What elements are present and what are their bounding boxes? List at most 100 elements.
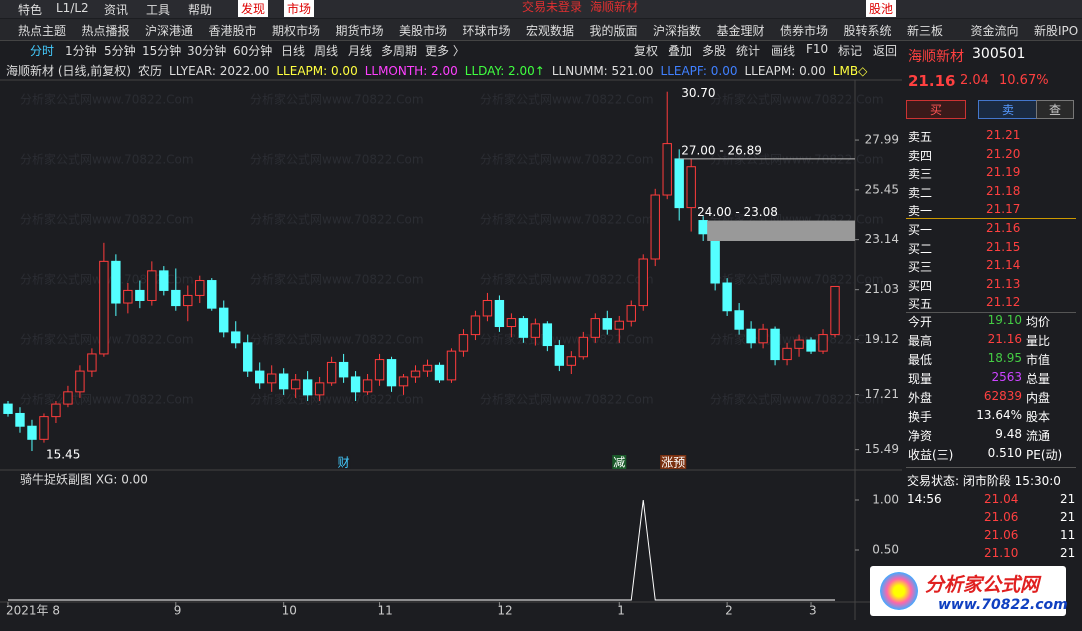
candle-body — [770, 328, 780, 361]
order-price: 21.18 — [986, 183, 1021, 198]
stat-label: 量比 — [1026, 334, 1051, 348]
stat-value: 13.64% — [976, 408, 1022, 422]
event-marker: 减 — [613, 456, 625, 470]
nav-tab[interactable]: 沪深港通 — [145, 24, 194, 38]
order-label: 卖一 — [908, 204, 933, 219]
tool-button[interactable]: 返回 — [873, 44, 898, 58]
menu-item[interactable]: 海顺新材 — [590, 0, 639, 14]
period-tab[interactable]: 更多 〉 — [425, 44, 465, 58]
nav-tab[interactable]: 基金理财 — [716, 24, 765, 38]
y-tick-label: 23.14 — [865, 232, 899, 246]
indicator-item: LMB◇ — [832, 63, 868, 78]
y-tick-label: 21.03 — [865, 282, 899, 296]
candle-body — [63, 391, 73, 405]
menu-item[interactable]: 资讯 — [104, 3, 129, 17]
menu-item[interactable]: 发现 — [238, 0, 269, 17]
logo-url: www.70822.com — [938, 597, 1068, 613]
tool-button[interactable]: 标记 — [838, 44, 863, 58]
tool-button[interactable]: 统计 — [736, 44, 761, 58]
nav-tab[interactable]: 环球市场 — [462, 24, 511, 38]
stat-label: 市值 — [1026, 353, 1051, 367]
menu-item[interactable]: 工具 — [146, 3, 171, 17]
period-tab[interactable]: 多周期 — [381, 44, 418, 58]
stat-label: 股本 — [1026, 410, 1051, 424]
tick-volume: 21 — [1060, 546, 1076, 560]
nav-tab[interactable]: 期货市场 — [335, 24, 384, 38]
watermark: 分析家公式网www.70822.Com — [480, 392, 654, 407]
candle-body — [314, 382, 325, 396]
stat-value: 18.95 — [987, 351, 1022, 365]
menu-item[interactable]: 股池 — [866, 0, 897, 17]
y-tick-label: 0.50 — [872, 543, 899, 557]
candle-body — [650, 194, 660, 260]
menu-item[interactable]: 特色 — [18, 3, 43, 17]
candle-body — [686, 166, 696, 209]
candle-body — [602, 318, 612, 330]
candle-body — [818, 334, 828, 352]
tool-button[interactable]: F10 — [806, 42, 829, 56]
candle-body — [530, 323, 541, 338]
indicator-item: LLYEAR: 2022.00 — [169, 63, 270, 78]
nav-tab[interactable]: 美股市场 — [399, 24, 448, 38]
candle-body — [147, 270, 157, 301]
candle-body — [159, 270, 169, 291]
menu-item[interactable]: L1/L2 — [56, 1, 89, 15]
order-price: 21.17 — [986, 202, 1021, 217]
period-tab[interactable]: 60分钟 — [233, 44, 273, 58]
tool-button[interactable]: 叠加 — [668, 44, 693, 58]
candle-body — [302, 379, 313, 396]
tool-button[interactable]: 复权 — [634, 44, 659, 58]
candle-body — [290, 379, 301, 390]
indicator-item: LLMONTH: 2.00 — [364, 63, 458, 78]
candle-body — [410, 370, 421, 378]
trade-button[interactable]: 买 — [906, 100, 966, 119]
nav-tab[interactable]: 我的版面 — [589, 24, 638, 38]
period-tab[interactable]: 1分钟 — [65, 44, 97, 58]
stat-label: 均价 — [1026, 315, 1051, 329]
period-tab[interactable]: 15分钟 — [142, 44, 182, 58]
nav-tab[interactable]: 资金流向 — [970, 24, 1019, 38]
trade-button[interactable]: 卖 — [978, 100, 1038, 119]
tool-button[interactable]: 画线 — [771, 44, 796, 58]
watermark: 分析家公式网www.70822.Com — [710, 272, 884, 287]
nav-tab[interactable]: 热点播报 — [81, 24, 130, 38]
nav-tab[interactable]: 新股IPO — [1034, 24, 1079, 38]
candle-body — [722, 282, 732, 312]
period-tab[interactable]: 30分钟 — [187, 44, 227, 58]
menu-item[interactable]: 交易未登录 — [522, 0, 583, 14]
watermark: 分析家公式网www.70822.Com — [480, 212, 654, 227]
candle-body — [614, 320, 624, 330]
nav-tab[interactable]: 香港股市 — [208, 24, 257, 38]
nav-tab[interactable]: 债券市场 — [780, 24, 829, 38]
candle-body — [578, 336, 589, 358]
tool-button[interactable]: 多股 — [702, 44, 727, 58]
period-tab[interactable]: 月线 — [348, 44, 373, 58]
logo-flower — [880, 572, 918, 610]
nav-tab[interactable]: 股转系统 — [843, 24, 892, 38]
period-tab[interactable]: 分时 — [30, 44, 55, 58]
nav-tab[interactable]: 热点主题 — [18, 24, 67, 38]
candle-body — [374, 359, 385, 381]
nav-tab[interactable]: 期权市场 — [272, 24, 321, 38]
watermark: 分析家公式网www.70822.Com — [20, 152, 194, 167]
nav-tab[interactable]: 新三板 — [907, 24, 944, 38]
candle-body — [207, 280, 217, 309]
menu-item[interactable]: 市场 — [284, 0, 315, 17]
period-tab[interactable]: 周线 — [314, 44, 339, 58]
stat-value: 2563 — [991, 370, 1022, 384]
candle-body — [51, 403, 61, 418]
tick-volume: 21 — [1060, 492, 1076, 506]
nav-tab[interactable]: 沪深指数 — [653, 24, 702, 38]
stat-value: 21.16 — [987, 332, 1022, 346]
tick-price: 21.06 — [984, 510, 1019, 524]
period-tab[interactable]: 日线 — [281, 44, 306, 58]
watermark: 分析家公式网www.70822.Com — [480, 92, 654, 107]
high-label: 30.70 — [681, 86, 715, 100]
trade-button[interactable]: 查 — [1036, 100, 1074, 119]
event-badge — [660, 455, 687, 469]
period-tab[interactable]: 5分钟 — [104, 44, 136, 58]
menu-item[interactable]: 帮助 — [188, 3, 213, 17]
tick-time: 14:56 — [907, 492, 942, 506]
nav-tab[interactable]: 宏观数据 — [526, 24, 575, 38]
order-price: 21.15 — [986, 239, 1021, 254]
